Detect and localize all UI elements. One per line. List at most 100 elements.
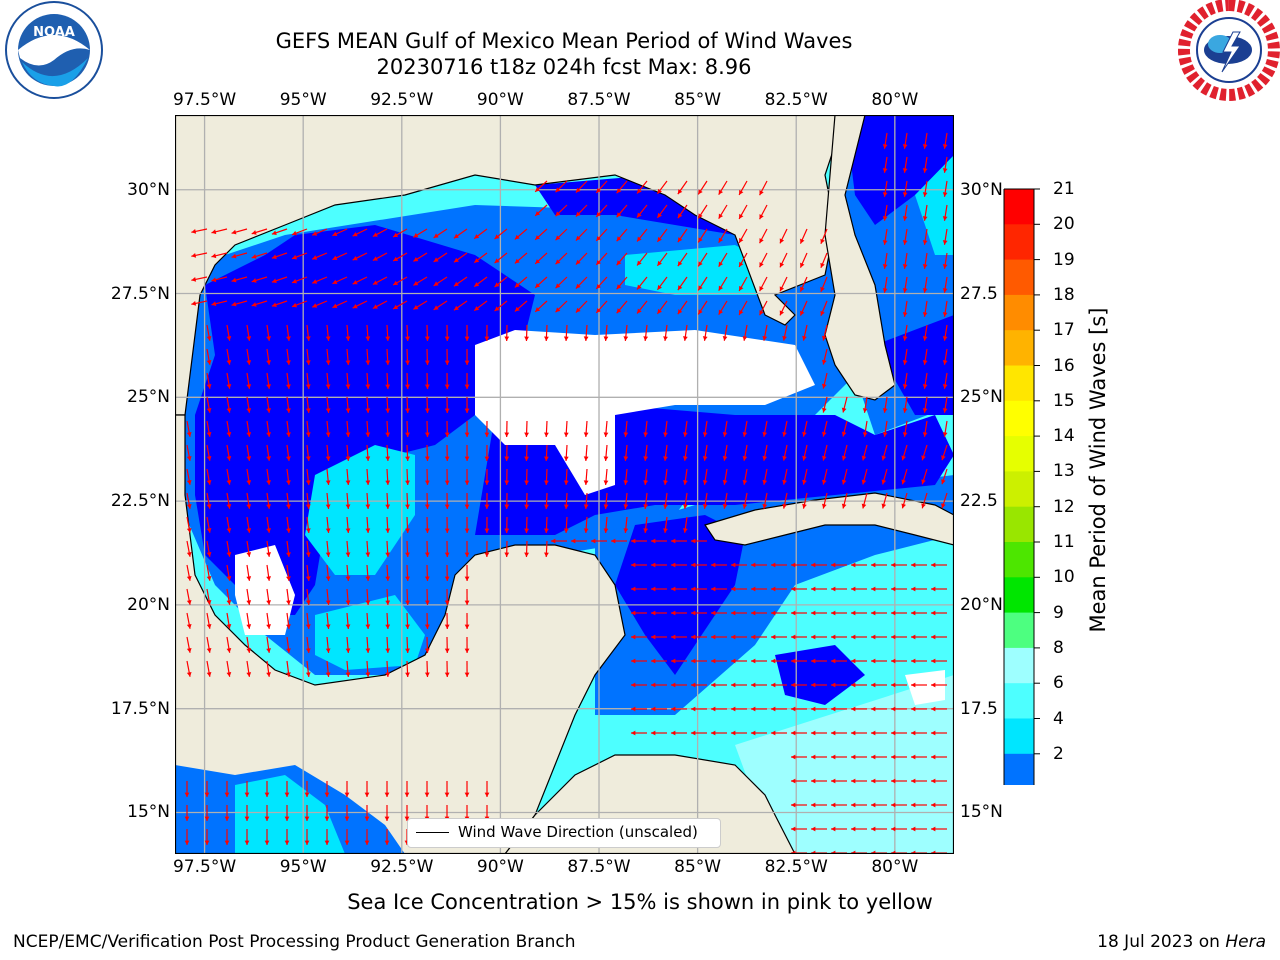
direction-arrowhead: [651, 706, 656, 712]
direction-arrowhead: [413, 257, 419, 262]
direction-arrowhead: [831, 658, 836, 664]
direction-arrowhead: [332, 231, 338, 236]
direction-arrowhead: [711, 730, 716, 736]
direction-arrowhead: [922, 408, 928, 413]
direction-arrowhead: [911, 682, 916, 688]
direction-arrowhead: [902, 360, 908, 365]
direction-arrowhead: [393, 280, 399, 285]
direction-arrowhead: [385, 600, 391, 605]
lon-tick-label-top: 80°W: [871, 90, 919, 110]
direction-arrowhead: [464, 624, 470, 629]
direction-arrowhead: [325, 600, 331, 605]
direction-arrowhead: [911, 730, 916, 736]
direction-arrowhead: [186, 599, 192, 605]
direction-arrowhead: [231, 229, 237, 235]
direction-arrowhead: [424, 528, 430, 533]
direction-arrowhead: [671, 610, 676, 616]
direction-arrowhead: [891, 658, 896, 664]
direction-arrowhead: [251, 230, 257, 235]
direction-arrowhead: [266, 624, 271, 629]
direction-arrowhead: [651, 538, 656, 544]
direction-arrowhead: [464, 528, 470, 533]
direction-arrowhead: [891, 730, 896, 736]
direction-arrowhead: [345, 648, 351, 653]
direction-arrowhead: [305, 360, 311, 365]
direction-arrowhead: [345, 672, 351, 677]
direction-arrowhead: [365, 624, 371, 629]
direction-arrowhead: [603, 480, 609, 485]
direction-arrowhead: [535, 259, 541, 264]
direction-arrowhead: [616, 212, 622, 218]
direction-arrowhead: [325, 528, 331, 533]
direction-arrowhead: [226, 672, 232, 677]
direction-arrowhead: [246, 408, 252, 413]
direction-arrowhead: [711, 658, 716, 664]
direction-arrowhead: [563, 456, 569, 461]
direction-arrowhead: [596, 188, 601, 193]
direction-arrowhead: [571, 538, 576, 544]
direction-arrowhead: [637, 188, 642, 194]
direction-arrowhead: [563, 480, 569, 485]
direction-arrowhead: [286, 624, 291, 629]
direction-arrowhead: [535, 283, 541, 288]
direction-arrowhead: [882, 168, 888, 173]
direction-arrowhead: [433, 233, 439, 238]
direction-arrowhead: [742, 431, 748, 437]
direction-arrowhead: [304, 792, 310, 797]
colorbar-segment: [1004, 400, 1034, 437]
direction-arrowhead: [226, 528, 232, 533]
direction-arrowhead: [464, 648, 470, 653]
direction-arrowhead: [514, 282, 520, 288]
direction-arrowhead: [555, 235, 561, 241]
direction-arrowhead: [603, 432, 609, 437]
direction-arrowhead: [891, 754, 896, 760]
direction-arrowhead: [643, 336, 649, 341]
direction-arrowhead: [344, 840, 350, 845]
direction-arrowhead: [284, 816, 290, 821]
direction-arrowhead: [677, 309, 683, 315]
direction-arrowhead: [671, 562, 676, 568]
direction-arrowhead: [464, 672, 470, 677]
direction-arrowhead: [902, 192, 908, 197]
svg-text:NOAA: NOAA: [33, 25, 75, 40]
direction-arrowhead: [535, 211, 541, 216]
direction-arrowhead: [631, 538, 636, 544]
direction-arrowhead: [871, 706, 876, 712]
direction-arrowhead: [444, 672, 450, 677]
direction-arrowhead: [345, 528, 351, 533]
direction-arrowhead: [759, 238, 764, 244]
direction-arrowhead: [821, 383, 827, 389]
direction-arrowhead: [591, 538, 596, 544]
lat-tick-label-left: 30°N: [127, 179, 170, 200]
direction-arrowhead: [922, 432, 928, 437]
colorbar-tick-label: 16: [1053, 355, 1075, 376]
direction-arrowhead: [603, 504, 609, 509]
direction-arrowhead: [742, 503, 748, 509]
direction-arrowhead: [931, 706, 936, 712]
direction-arrowhead: [911, 610, 916, 616]
direction-arrowhead: [424, 384, 430, 389]
lat-tick-label-left: 17.5°N: [110, 698, 170, 719]
direction-arrowhead: [246, 648, 252, 653]
colorbar-segment: [1004, 471, 1034, 508]
direction-arrowhead: [226, 600, 232, 605]
direction-arrowhead: [871, 826, 876, 832]
direction-arrowhead: [922, 192, 928, 197]
lat-tick-label-left: 22.5°N: [110, 491, 170, 512]
direction-arrowhead: [583, 456, 589, 461]
direction-arrowhead: [677, 285, 683, 291]
direction-arrowhead: [544, 456, 549, 461]
colorbar-tick-label: 9: [1053, 602, 1064, 623]
direction-arrowhead: [942, 408, 948, 413]
direction-arrowhead: [453, 281, 459, 287]
direction-arrowhead: [583, 480, 589, 485]
direction-arrowhead: [246, 600, 252, 605]
direction-arrowhead: [698, 261, 703, 267]
direction-arrowhead: [791, 706, 796, 712]
direction-arrowhead: [643, 432, 649, 437]
direction-arrowhead: [453, 305, 459, 311]
direction-arrowhead: [575, 307, 581, 313]
direction-arrowhead: [494, 234, 500, 240]
direction-arrowhead: [583, 336, 589, 341]
direction-arrowhead: [544, 336, 549, 341]
